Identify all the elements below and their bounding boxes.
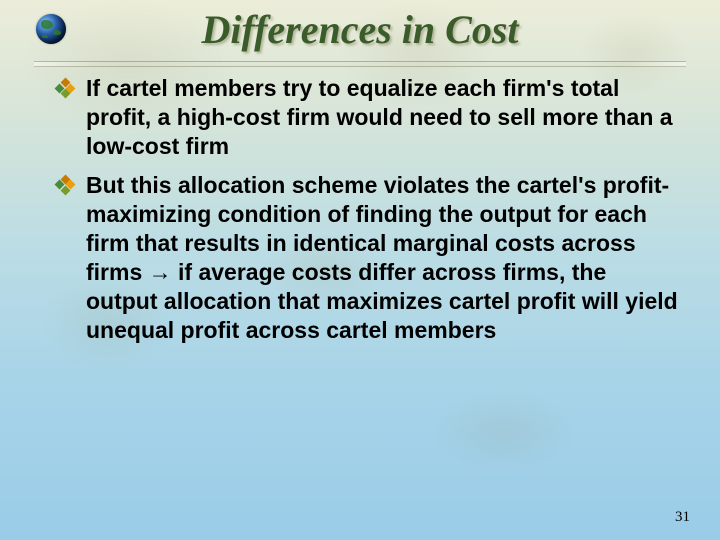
title-underline — [34, 61, 686, 67]
bullet-item: But this allocation scheme violates the … — [56, 171, 680, 345]
bullet-text: If cartel members try to equalize each f… — [86, 75, 673, 159]
bullet-item: If cartel members try to equalize each f… — [56, 74, 680, 161]
slide: Differences in Cost If cartel members tr… — [0, 0, 720, 540]
content-area: If cartel members try to equalize each f… — [56, 74, 680, 355]
bullet-text: But this allocation scheme violates the … — [86, 172, 678, 343]
bullet-diamond-icon — [56, 176, 74, 194]
slide-title: Differences in Cost — [201, 4, 518, 59]
page-number: 31 — [675, 509, 690, 526]
title-area: Differences in Cost — [0, 4, 720, 67]
bullet-diamond-icon — [56, 79, 74, 97]
